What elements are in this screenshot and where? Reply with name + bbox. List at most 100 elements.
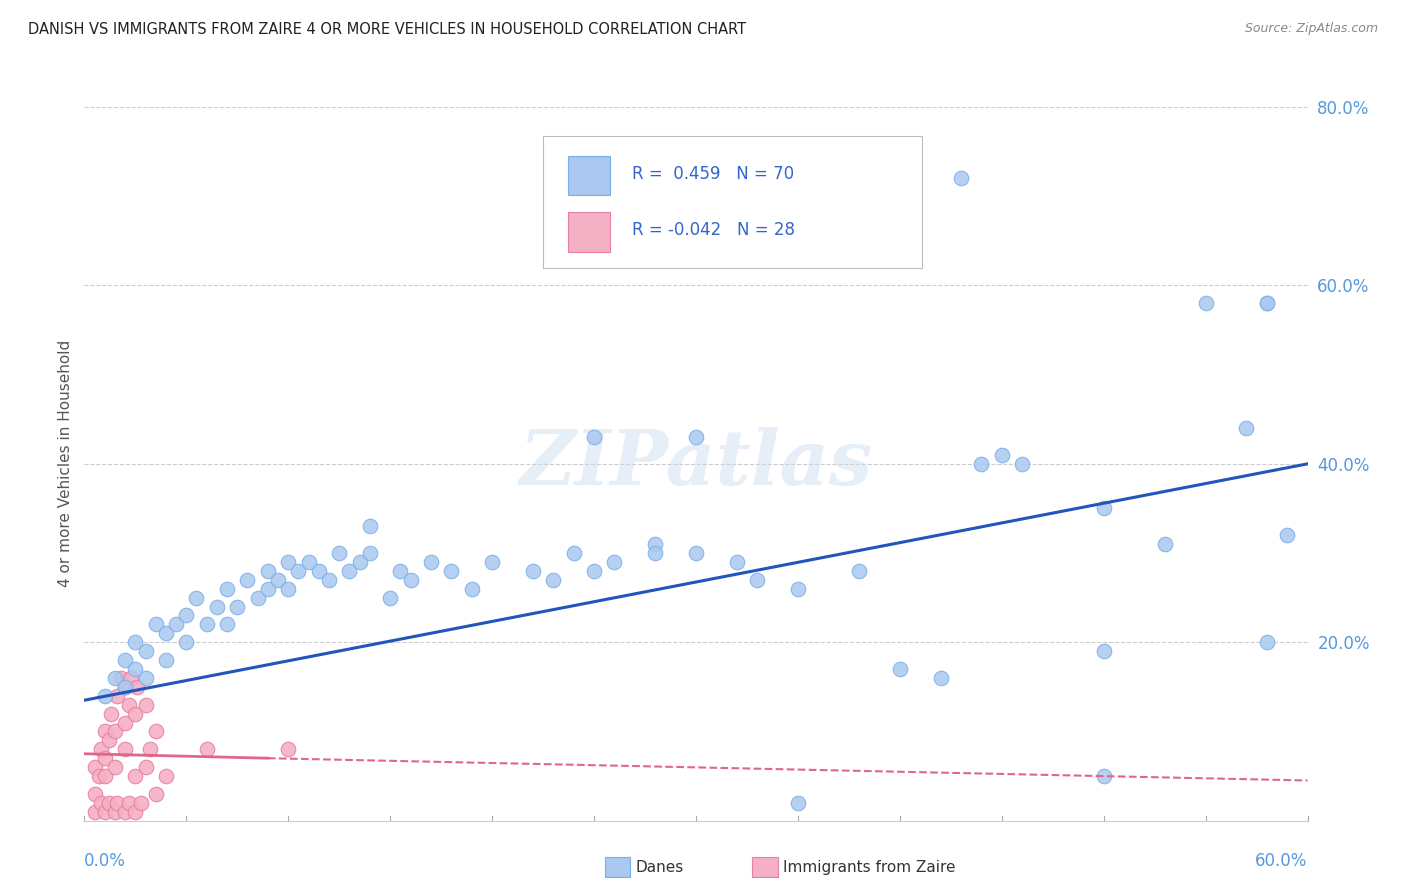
Point	[104, 724, 127, 739]
Point	[124, 662, 146, 676]
Point	[277, 742, 299, 756]
Point	[257, 582, 280, 596]
Point	[83, 760, 105, 774]
Point	[124, 635, 146, 649]
Y-axis label: 4 or more Vehicles in Household: 4 or more Vehicles in Household	[58, 340, 73, 588]
Point	[93, 751, 115, 765]
Point	[1256, 635, 1278, 649]
Point	[186, 591, 208, 605]
Point	[1092, 501, 1115, 516]
Point	[644, 546, 666, 560]
Point	[787, 796, 810, 810]
Point	[118, 698, 141, 712]
Point	[236, 573, 259, 587]
Text: R = -0.042   N = 28: R = -0.042 N = 28	[633, 221, 796, 239]
Point	[165, 617, 187, 632]
Point	[349, 555, 371, 569]
Point	[205, 599, 228, 614]
Point	[787, 582, 810, 596]
Point	[1011, 457, 1033, 471]
Point	[118, 796, 141, 810]
Point	[950, 171, 973, 186]
Point	[582, 430, 605, 444]
Point	[277, 582, 299, 596]
Text: 0.0%: 0.0%	[84, 852, 127, 870]
Point	[131, 796, 153, 810]
Point	[1256, 296, 1278, 310]
Point	[562, 546, 585, 560]
Point	[127, 680, 149, 694]
Point	[90, 742, 112, 756]
Point	[267, 573, 290, 587]
Point	[93, 724, 115, 739]
Point	[359, 546, 381, 560]
Point	[217, 617, 239, 632]
Point	[155, 769, 177, 783]
Point	[328, 546, 350, 560]
Point	[114, 805, 136, 819]
Point	[644, 537, 666, 551]
Point	[440, 564, 463, 578]
Point	[380, 591, 402, 605]
Point	[138, 742, 160, 756]
Text: Immigrants from Zaire: Immigrants from Zaire	[783, 860, 956, 874]
Point	[97, 733, 120, 747]
Point	[135, 644, 157, 658]
Point	[110, 671, 132, 685]
Point	[1092, 769, 1115, 783]
Point	[155, 653, 177, 667]
Point	[145, 787, 167, 801]
Point	[481, 555, 503, 569]
Point	[87, 769, 110, 783]
Point	[389, 564, 412, 578]
Text: Source: ZipAtlas.com: Source: ZipAtlas.com	[1244, 22, 1378, 36]
Point	[114, 680, 136, 694]
Text: ZIPatlas: ZIPatlas	[519, 427, 873, 500]
Point	[104, 671, 127, 685]
Point	[124, 805, 146, 819]
Point	[1092, 644, 1115, 658]
Point	[174, 635, 197, 649]
Point	[543, 573, 565, 587]
Point	[145, 617, 167, 632]
Point	[217, 582, 239, 596]
Point	[399, 573, 422, 587]
Point	[308, 564, 330, 578]
Point	[1275, 528, 1298, 542]
Point	[298, 555, 321, 569]
Point	[145, 724, 167, 739]
Point	[970, 457, 993, 471]
Point	[848, 564, 870, 578]
Point	[135, 698, 157, 712]
Point	[725, 555, 748, 569]
Point	[747, 573, 769, 587]
Point	[522, 564, 544, 578]
Point	[318, 573, 340, 587]
Point	[889, 662, 911, 676]
Point	[246, 591, 269, 605]
Point	[93, 689, 115, 703]
Point	[93, 805, 115, 819]
Bar	[568, 156, 610, 195]
Point	[135, 760, 157, 774]
Point	[359, 519, 381, 533]
Point	[1256, 296, 1278, 310]
FancyBboxPatch shape	[543, 136, 922, 268]
Point	[97, 796, 120, 810]
Point	[93, 769, 115, 783]
Point	[105, 796, 128, 810]
Point	[461, 582, 484, 596]
Point	[114, 715, 136, 730]
Text: R =  0.459   N = 70: R = 0.459 N = 70	[633, 165, 794, 183]
Point	[114, 680, 136, 694]
Point	[685, 430, 707, 444]
Point	[257, 564, 280, 578]
Point	[195, 617, 218, 632]
Point	[174, 608, 197, 623]
Point	[1234, 421, 1257, 435]
Point	[277, 555, 299, 569]
Point	[339, 564, 360, 578]
Point	[1153, 537, 1175, 551]
Point	[155, 626, 177, 640]
Text: 60.0%: 60.0%	[1256, 852, 1308, 870]
